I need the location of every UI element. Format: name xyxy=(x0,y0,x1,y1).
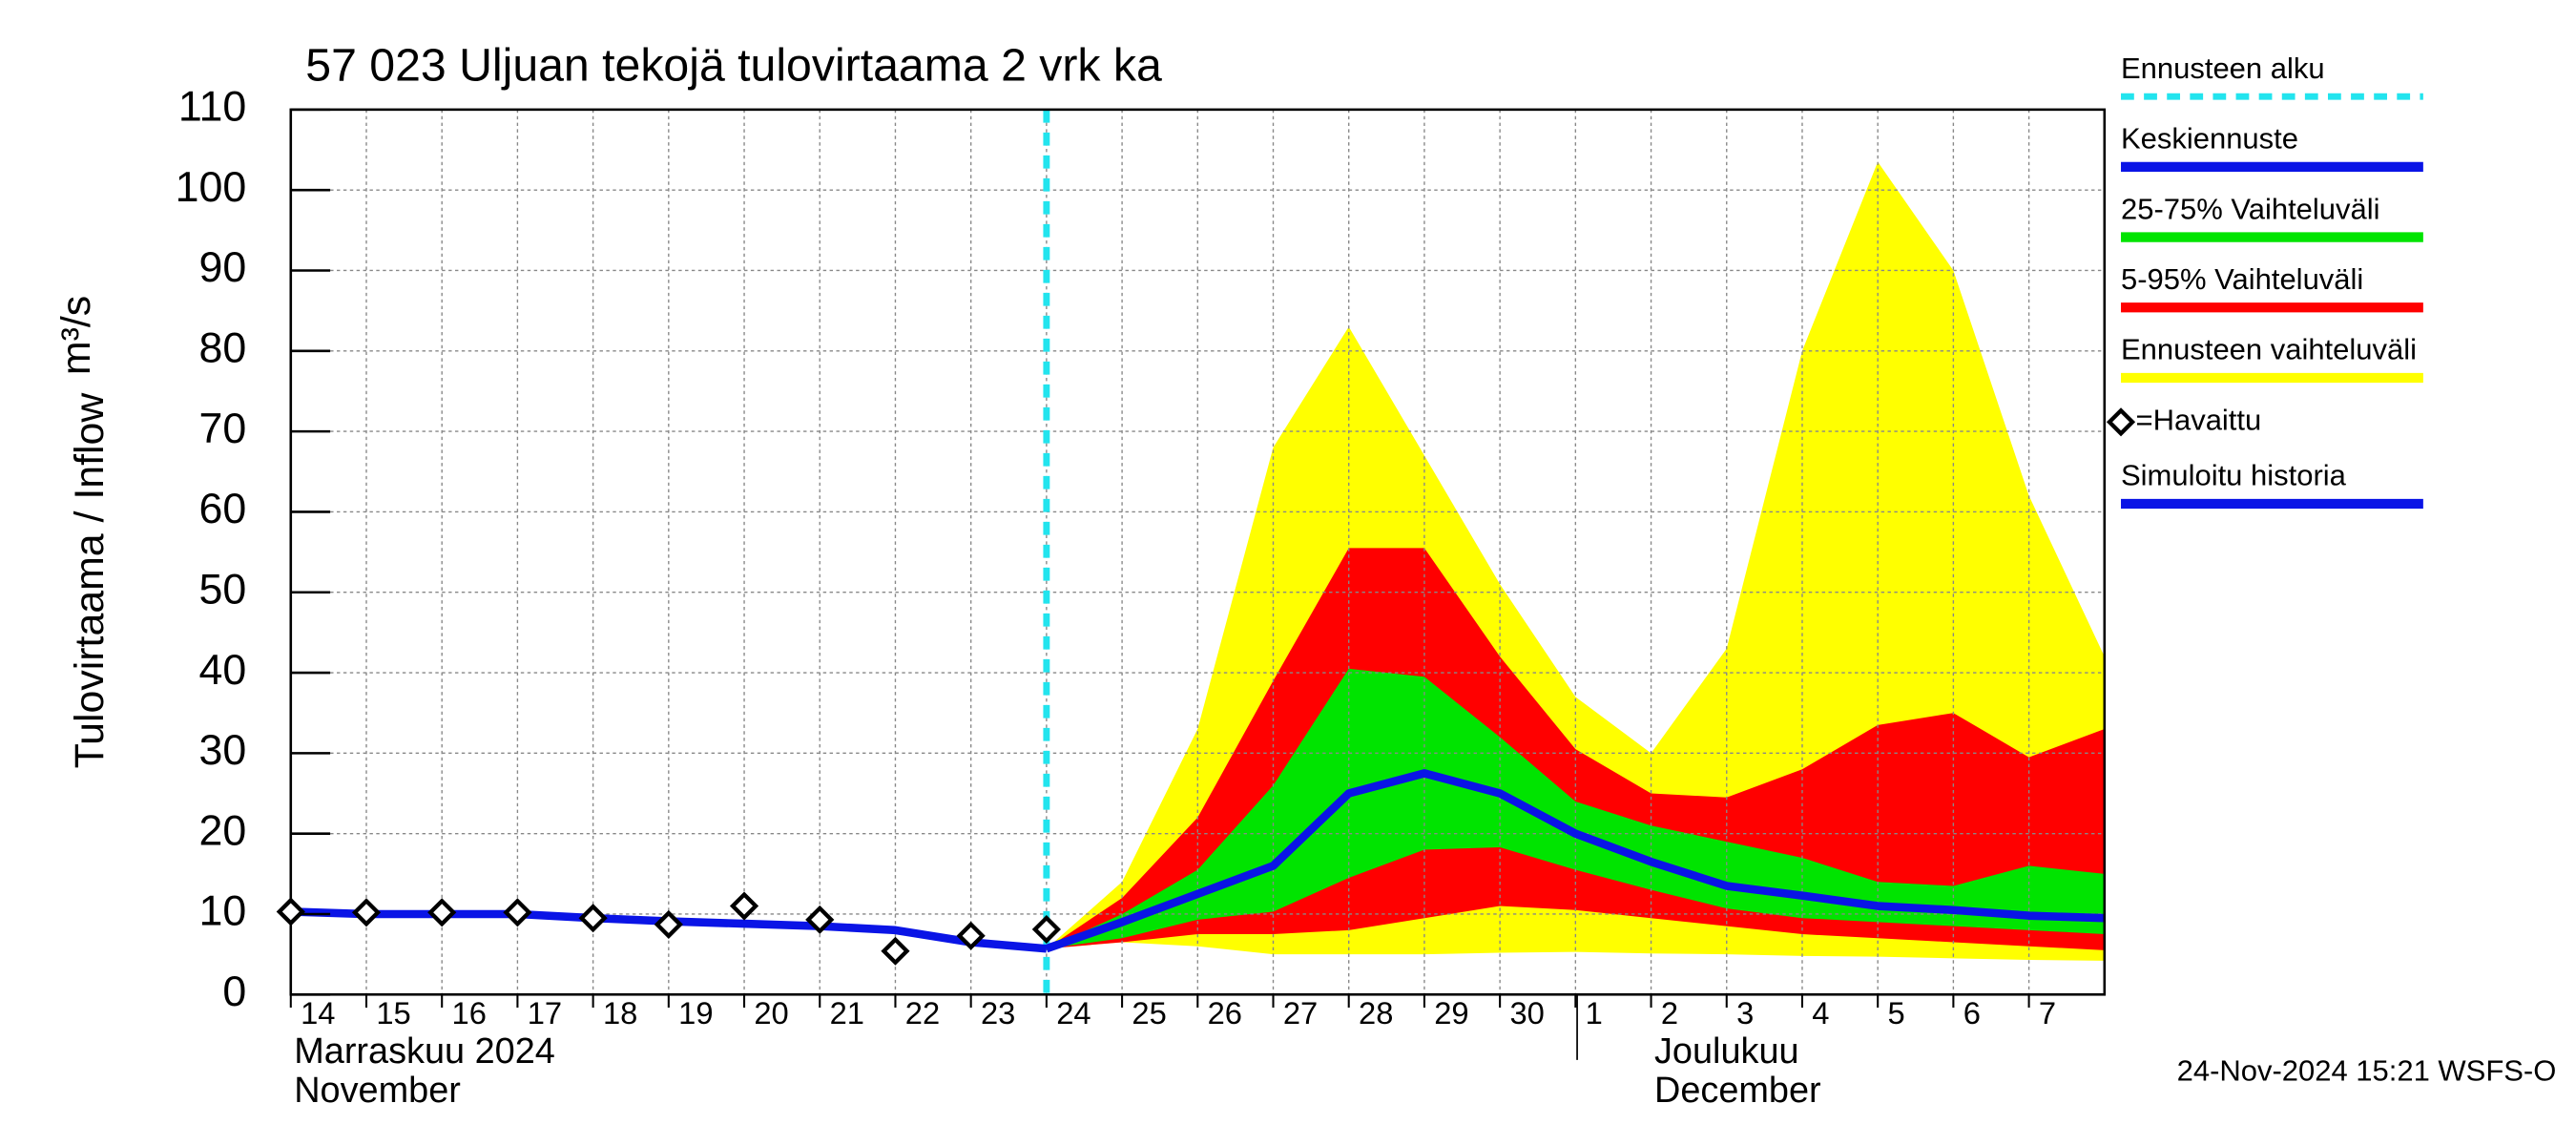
y-tick-label: 20 xyxy=(199,808,247,855)
y-axis-unit: m³/s xyxy=(53,296,99,375)
forecast-band xyxy=(1046,668,2105,949)
legend-label: =Havaittu xyxy=(2136,404,2262,437)
observed-point xyxy=(956,921,986,950)
x-tick-label: 25 xyxy=(1132,995,1166,1030)
y-tick-label: 70 xyxy=(199,406,247,452)
month-label: December xyxy=(1654,1071,1821,1111)
y-tick-label: 80 xyxy=(199,325,247,372)
x-tick-label: 14 xyxy=(301,995,335,1030)
x-tick-label: 30 xyxy=(1509,995,1544,1030)
legend: Ennusteen alku Keskiennuste 25-75% Vaihtel… xyxy=(2106,52,2423,510)
observed-point xyxy=(427,898,457,927)
x-tick-label: 5 xyxy=(1888,995,1905,1030)
x-tick-label: 16 xyxy=(452,995,487,1030)
x-tick-label: 18 xyxy=(603,995,637,1030)
observed-point xyxy=(729,891,759,921)
chart-title: 57 023 Uljuan tekojä tulovirtaama 2 vrk … xyxy=(305,40,1162,92)
legend-label: Ennusteen vaihteluväli xyxy=(2121,333,2417,366)
plot-frame xyxy=(289,108,2107,996)
y-tick-label: 60 xyxy=(199,486,247,532)
legend-label: Ennusteen alku xyxy=(2121,52,2325,85)
x-tick-label: 19 xyxy=(678,995,713,1030)
legend-label: 5-95% Vaihteluväli xyxy=(2121,262,2363,296)
x-tick-label: 1 xyxy=(1586,995,1603,1030)
x-tick-label: 7 xyxy=(2039,995,2056,1030)
x-tick-label: 20 xyxy=(754,995,788,1030)
footer: 24-Nov-2024 15:21 WSFS-O xyxy=(2177,1054,2557,1088)
y-tick-label: 30 xyxy=(199,727,247,774)
legend-label: Keskiennuste xyxy=(2121,122,2298,156)
observed-point xyxy=(503,898,532,927)
x-tick-label: 21 xyxy=(830,995,864,1030)
y-tick-label: 100 xyxy=(176,164,247,211)
x-tick-label: 4 xyxy=(1812,995,1829,1030)
observed-point xyxy=(1031,914,1061,945)
x-tick-label: 26 xyxy=(1208,995,1242,1030)
x-tick-label: 27 xyxy=(1283,995,1318,1030)
legend-symbol xyxy=(2106,407,2136,437)
x-tick-label: 24 xyxy=(1056,995,1091,1030)
y-tick-label: 10 xyxy=(199,888,247,935)
y-tick-label: 0 xyxy=(222,968,246,1015)
legend-label: 25-75% Vaihteluväli xyxy=(2121,192,2379,225)
month-label: Marraskuu 2024 xyxy=(294,1031,555,1072)
legend-label: Simuloitu historia xyxy=(2121,459,2347,492)
month-label: November xyxy=(294,1071,461,1111)
x-tick-label: 28 xyxy=(1359,995,1393,1030)
x-tick-label: 3 xyxy=(1736,995,1754,1030)
observed-point xyxy=(276,897,305,926)
y-tick-label: 50 xyxy=(199,567,247,614)
observed-point xyxy=(881,936,910,966)
y-tick-label: 90 xyxy=(199,244,247,291)
y-tick-label: 40 xyxy=(199,647,247,694)
x-tick-label: 2 xyxy=(1661,995,1678,1030)
series-line xyxy=(1045,769,2105,953)
observed-point xyxy=(654,909,683,939)
bands xyxy=(1046,161,2105,961)
observed-point xyxy=(578,904,608,933)
x-tick-label: 23 xyxy=(981,995,1015,1030)
x-tick-label: 22 xyxy=(905,995,940,1030)
month-label: Joulukuu xyxy=(1654,1031,1799,1072)
y-axis-label: Tulovirtaama / Inflow xyxy=(67,392,113,769)
observed-point xyxy=(351,898,382,927)
x-tick-label: 15 xyxy=(376,995,410,1030)
y-tick-label: 110 xyxy=(178,84,246,131)
x-tick-label: 6 xyxy=(1963,995,1981,1030)
x-tick-label: 17 xyxy=(528,995,562,1030)
observed-point xyxy=(805,905,835,934)
x-tick-label: 29 xyxy=(1434,995,1468,1030)
